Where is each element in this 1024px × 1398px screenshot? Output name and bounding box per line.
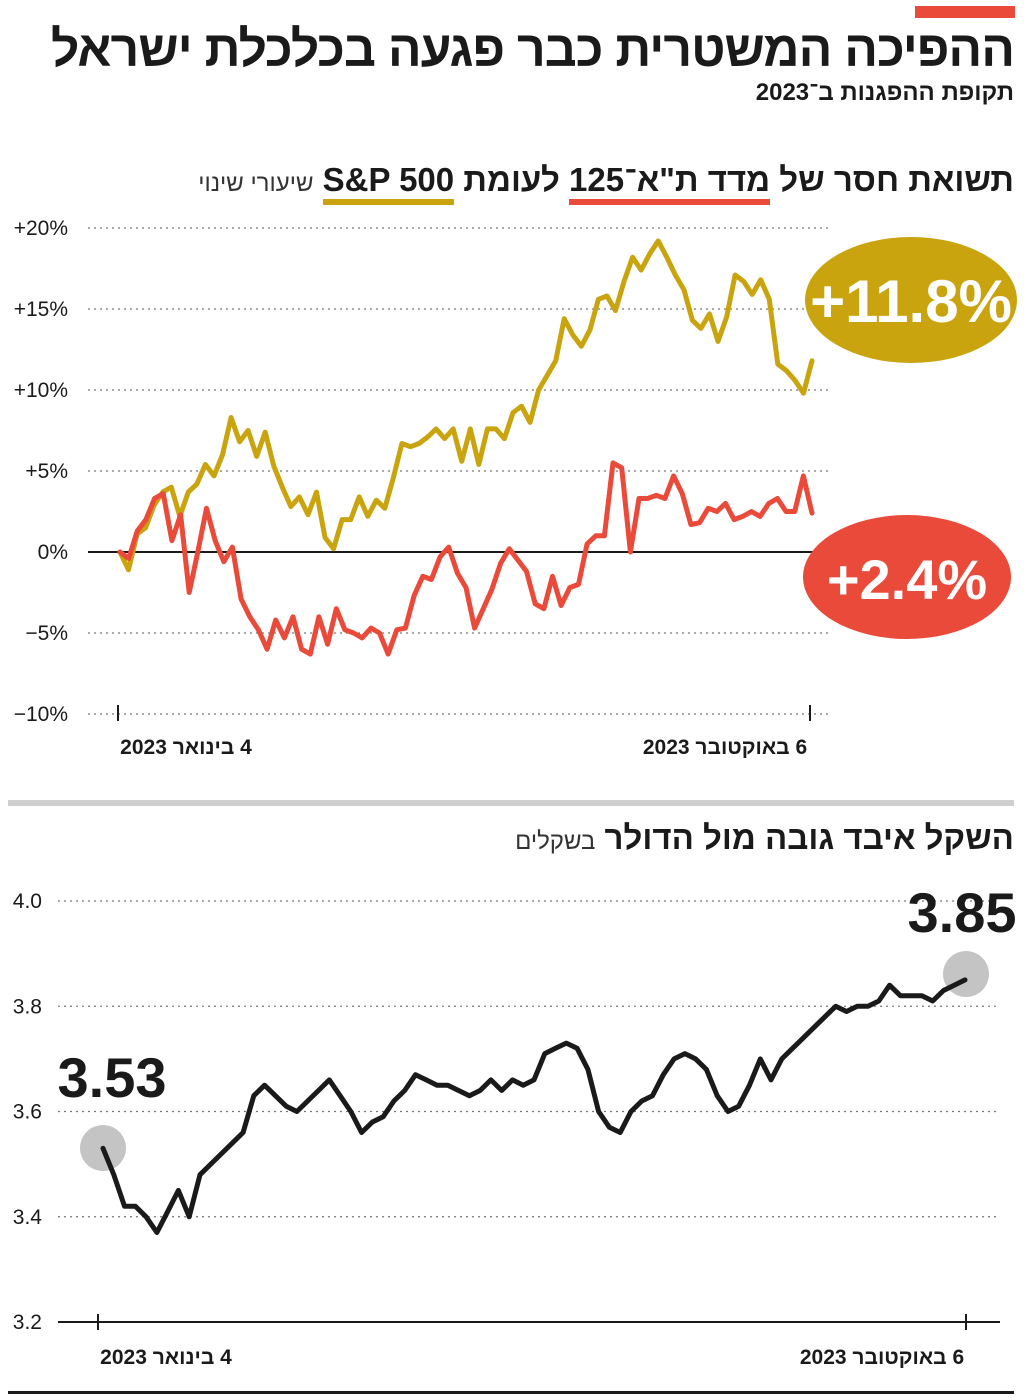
y-tick-label: −10% [14,703,68,726]
sp500-line [117,238,815,573]
chart2-grid: 4.0 3.8 3.6 3.4 3.2 [13,890,1000,1334]
chart1-series [117,238,815,657]
chart1-grid: +20% +15% +10% +5% 0% −5% −10% [14,217,832,726]
legend-ta125: מדד ת"א־125 [569,161,771,205]
y-tick-label: 3.4 [13,1206,43,1229]
chart2-unit: בשקלים [515,828,596,855]
chart1-title-part1: תשואת חסר של [779,161,1014,198]
legend-sp500: S&P 500 [322,161,455,205]
chart1-title-part2: לעומת [463,161,560,198]
accent-bar [915,6,1015,18]
y-tick-label: 3.6 [13,1101,42,1124]
ta125-line [117,460,815,657]
bottom-rule [8,1391,1014,1394]
chart2-x-start-label: 4 בינואר 2023 [100,1346,232,1369]
ta125-badge-shape [803,515,1011,639]
chart1-unit: שיעורי שינוי [198,170,314,197]
chart2-title: השקל איבד גובה מול הדולר בשקלים [14,818,1014,862]
ta125-final-badge: +2.4% [803,515,1011,639]
chart1-title: תשואת חסר של מדד ת"א־125 לעומת S&P 500 ש… [14,160,1014,205]
y-tick-label: 3.8 [13,995,42,1018]
chart2-line-layer [100,977,968,1235]
ta125-final-value: +2.4% [827,548,987,611]
chart1-x-start-label: 4 בינואר 2023 [120,736,252,759]
usd-ils-line [100,977,968,1235]
sp500-final-badge: +11.8% [805,237,1017,363]
shekel-dollar-chart: 4.03.83.63.43.2 3.53 3.85 4 בינואר 2023 … [13,881,1017,1369]
y-tick-label: 4.0 [13,890,42,913]
y-tick-label: −5% [25,622,68,645]
y-tick-label: +10% [14,379,68,402]
page-title: ההפיכה המשטרית כבר פגעה בכלכלת ישראל [50,21,1015,77]
y-tick-label: 3.2 [13,1311,42,1334]
y-tick-label: +20% [14,217,68,240]
page-subtitle: תקופת ההפגנות ב־2023 [755,79,1014,106]
chart2-x-end-label: 6 באוקטובר 2023 [800,1346,964,1369]
y-tick-label: +15% [14,298,68,321]
section-divider [8,800,1014,806]
end-value-label: 3.85 [908,881,1017,944]
returns-chart: +20% +15% +10% +5% 0% −5% −10% +11.8% +2.4% 4 … [14,217,1017,759]
sp500-badge-shape [805,237,1017,363]
sp500-final-value: +11.8% [810,268,1012,335]
start-value-label: 3.53 [58,1046,167,1109]
chart1-x-end-label: 6 באוקטובר 2023 [643,736,807,759]
chart2-title-text: השקל איבד גובה מול הדולר [604,819,1014,856]
y-tick-label: +5% [25,460,68,483]
y-tick-label: 0% [38,541,68,564]
